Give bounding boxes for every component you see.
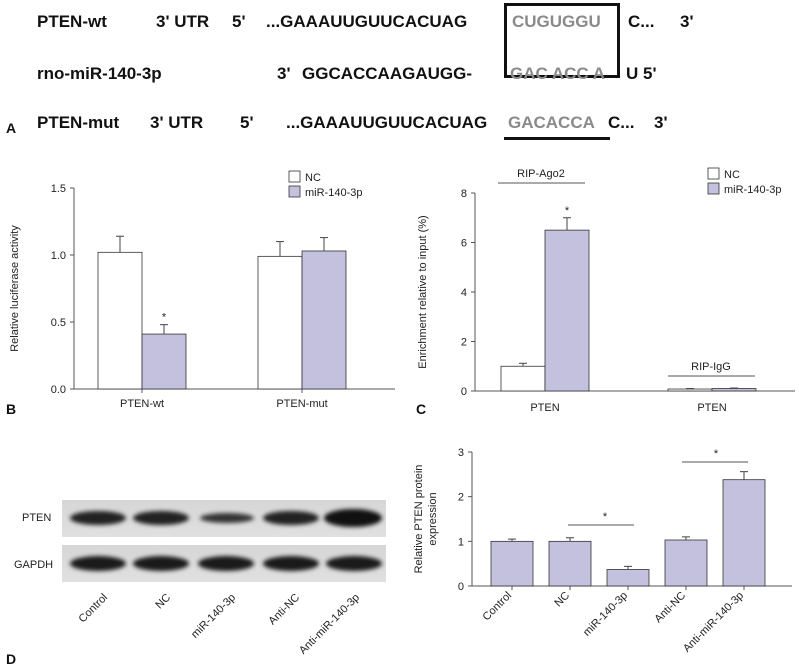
chart-c-group-label: RIP-Ago2: [517, 168, 565, 180]
band-pten-mir: [200, 513, 254, 523]
pten-wt-utr: 3' UTR: [156, 12, 210, 31]
pten-wt-three: 3': [680, 12, 694, 31]
chart-c-legend-label: NC: [724, 169, 740, 181]
binding-site-box: [504, 3, 620, 78]
chart-c-group-label: RIP-IgG: [691, 361, 731, 373]
chart-d-xtick-label: Anti-miR-140-3p: [681, 590, 746, 655]
chart-c-legend-swatch: [707, 167, 720, 180]
pten-wt-seq: ...GAAAUUGUUCACUAG: [266, 12, 468, 31]
chart-b-ytick-label: 1.0: [51, 250, 66, 262]
pten-mut-three: 3': [654, 113, 668, 132]
pten-mut-label: PTEN-mut: [37, 113, 120, 132]
chart-d-xtick-label: miR-140-3p: [581, 590, 630, 639]
panel-letter-c: C: [416, 401, 427, 417]
chart-c-ytick-label: 4: [461, 287, 467, 299]
chart-b-bar: [141, 333, 187, 390]
chart-b-ytick-label: 0.5: [51, 317, 66, 329]
mutation-underline: [504, 137, 610, 140]
chart-d-xtick-label: Control: [481, 590, 515, 624]
band-gapdh-nc: [133, 556, 189, 571]
chart-d-significance-label: *: [714, 448, 719, 460]
chart-c-bar: [500, 365, 546, 392]
band-pten-anti-mir: [324, 509, 382, 527]
chart-c-xtick-label: PTEN: [530, 402, 559, 414]
chart-c-bar: [711, 388, 757, 392]
chart-b-ylabel: Relative luciferase activity: [9, 225, 21, 352]
chart-b-bar: [97, 251, 143, 390]
pten-mut-utr: 3' UTR: [150, 113, 204, 132]
pten-mut-seq: ...GAAAUUGUUCACUAG: [286, 113, 488, 132]
chart-b-legend-swatch: [288, 185, 301, 198]
chart-c-significance-label: *: [565, 205, 570, 217]
chart-b-bar: [257, 255, 303, 390]
band-gapdh-anti-nc: [263, 556, 319, 571]
chart-c-ytick-label: 2: [461, 337, 467, 349]
chart-c-legend-swatch: [707, 182, 720, 195]
band-pten-control: [70, 511, 126, 525]
mir-label: rno-miR-140-3p: [37, 64, 162, 83]
panel-letter-b: B: [6, 401, 17, 417]
mir-seq: GGCACCAAGAUGG-: [302, 64, 472, 83]
pten-wt-binding-site: CUGUGGU: [512, 12, 601, 31]
blot-lane-label: Control: [77, 592, 111, 626]
chart-d-bar: [664, 539, 708, 587]
chart-d-bar: [722, 479, 766, 587]
pten-wt-five: 5': [232, 12, 246, 31]
pten-mut-five: 5': [240, 113, 254, 132]
chart-b-significance-label: *: [162, 312, 167, 324]
band-pten-anti-nc: [263, 511, 319, 525]
chart-d-ytick-label: 2: [458, 492, 464, 504]
chart-c-ytick-label: 0: [461, 386, 467, 398]
chart-d-ytick-label: 1: [458, 536, 464, 548]
chart-c-bar: [544, 229, 590, 392]
chart-d-significance-label: *: [603, 511, 608, 523]
mir-three: 3': [277, 64, 291, 83]
chart-c-ylabel: Enrichment relative to input (%): [417, 215, 429, 368]
chart-b-ytick-label: 0.0: [51, 384, 66, 396]
chart-b-xtick-label: PTEN-mut: [276, 398, 327, 410]
pten-mut-seq-tail: C...: [608, 113, 635, 132]
chart-d-xtick-label: NC: [552, 590, 572, 610]
chart-d-ylabel: expression: [427, 492, 439, 545]
band-gapdh-anti-mir: [326, 556, 382, 571]
chart-b-legend-label: miR-140-3p: [305, 187, 362, 199]
band-gapdh-control: [70, 556, 126, 571]
chart-b-legend-swatch: [288, 170, 301, 183]
blot-lane-label: Anti-miR-140-3p: [297, 592, 362, 657]
chart-b-legend-label: NC: [305, 172, 321, 184]
mir-seq-tail: U 5': [626, 64, 657, 83]
pten-wt-seq-tail: C...: [628, 12, 655, 31]
chart-d-bar: [490, 540, 534, 587]
band-gapdh-mir: [198, 556, 254, 571]
panel-letter-a: A: [6, 120, 17, 136]
pten-wt-label: PTEN-wt: [37, 12, 107, 31]
chart-d-bar: [606, 569, 650, 587]
chart-b-bar: [301, 250, 347, 390]
chart-c-bar: [667, 388, 713, 392]
blot-label-gapdh: GAPDH: [14, 559, 54, 571]
blot-lane-label: miR-140-3p: [189, 592, 238, 641]
blot-label-pten: PTEN: [22, 512, 52, 524]
chart-c-ytick-label: 6: [461, 238, 467, 250]
band-pten-nc: [133, 511, 189, 525]
chart-d-bar: [548, 540, 592, 587]
chart-d-ylabel: Relative PTEN protein: [413, 465, 425, 574]
blot-lane-label: NC: [153, 592, 173, 612]
chart-b-ytick-label: 1.5: [51, 183, 66, 195]
chart-c-ytick-label: 8: [461, 188, 467, 200]
chart-d-ytick-label: 3: [458, 447, 464, 459]
pten-mut-site: GACACCA: [508, 113, 595, 132]
chart-b-xtick-label: PTEN-wt: [120, 398, 164, 410]
chart-c-xtick-label: PTEN: [697, 402, 726, 414]
chart-d-xtick-label: Anti-NC: [652, 590, 688, 626]
blot-lane-label: Anti-NC: [266, 592, 302, 628]
chart-c-legend-label: miR-140-3p: [724, 184, 781, 196]
mir-seed-seq: GAC ACC A: [510, 64, 606, 83]
panel-letter-d: D: [6, 651, 17, 667]
chart-d-ytick-label: 0: [458, 581, 464, 593]
